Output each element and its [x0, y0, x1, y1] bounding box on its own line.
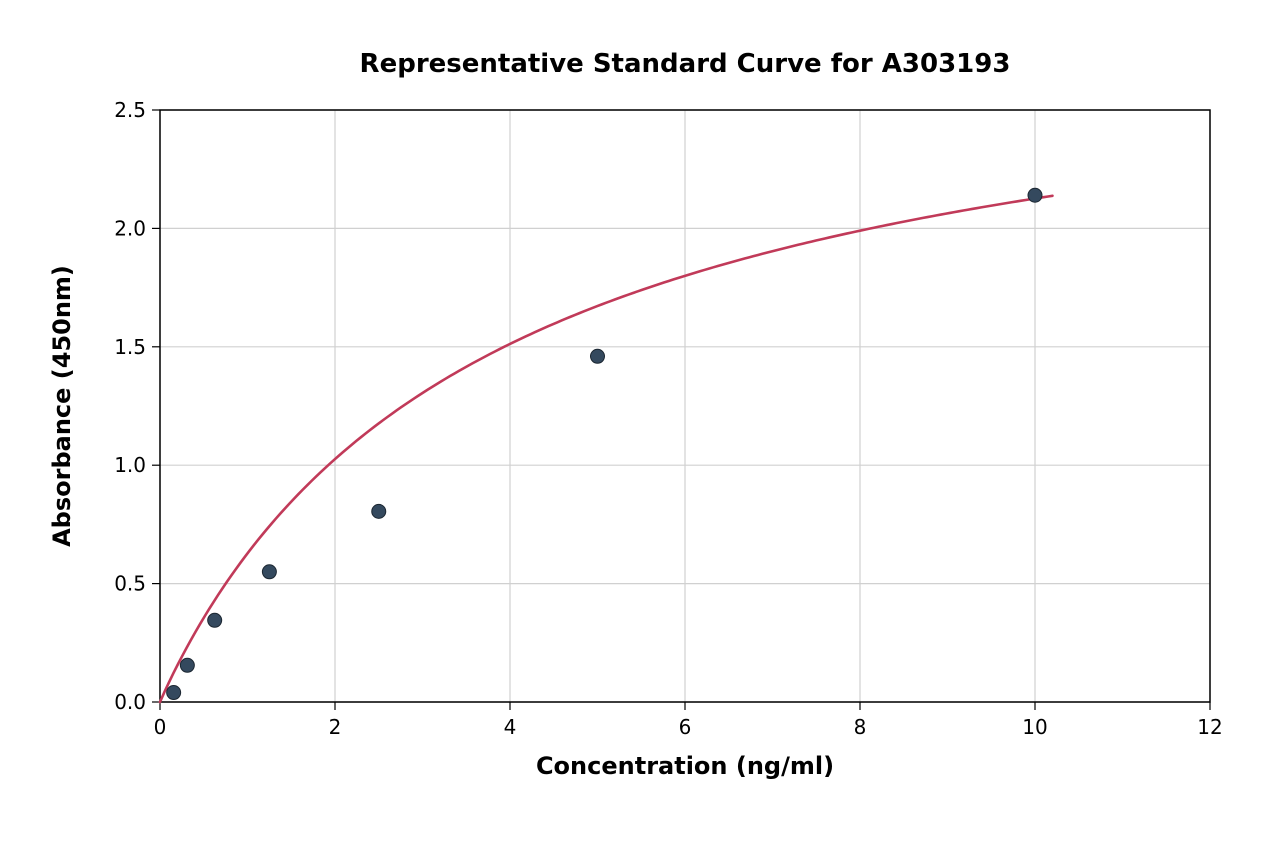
data-point: [1028, 188, 1042, 202]
data-point: [372, 504, 386, 518]
chart-container: 0 2 4 6 8 10 12 0.0 0.5 1.0 1.5 2.0 2.5 Representat…: [0, 0, 1280, 845]
y-axis-label: Absorbance (450nm): [48, 265, 76, 547]
data-point: [167, 686, 181, 700]
y-tick-label: 1.0: [114, 453, 146, 477]
chart-background: [0, 0, 1280, 845]
data-point: [591, 349, 605, 363]
standard-curve-chart: 0 2 4 6 8 10 12 0.0 0.5 1.0 1.5 2.0 2.5 Representat…: [0, 0, 1280, 845]
data-point: [208, 613, 222, 627]
x-tick-label: 0: [154, 715, 167, 739]
y-tick-label: 2.0: [114, 216, 146, 240]
x-tick-label: 8: [854, 715, 867, 739]
y-tick-label: 0.0: [114, 690, 146, 714]
x-axis-label: Concentration (ng/ml): [536, 752, 834, 780]
data-point: [262, 565, 276, 579]
y-tick-label: 0.5: [114, 572, 146, 596]
y-tick-label: 2.5: [114, 98, 146, 122]
y-tick-label: 1.5: [114, 335, 146, 359]
data-point: [180, 658, 194, 672]
x-tick-label: 2: [329, 715, 342, 739]
x-tick-label: 10: [1022, 715, 1047, 739]
chart-title: Representative Standard Curve for A30319…: [360, 49, 1011, 79]
x-tick-label: 4: [504, 715, 517, 739]
x-tick-label: 6: [679, 715, 692, 739]
x-tick-label: 12: [1197, 715, 1222, 739]
